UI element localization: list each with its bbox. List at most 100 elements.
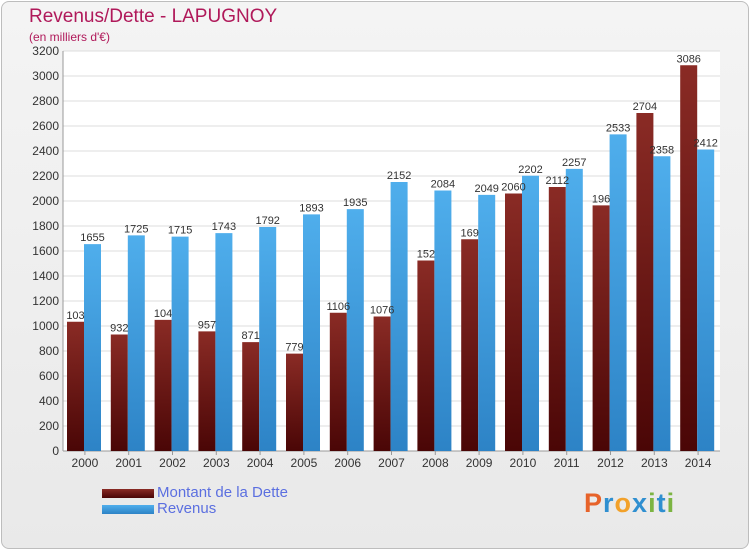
logo-letter: i [666, 488, 676, 518]
logo-letter: P [584, 488, 604, 518]
bar-revenus [609, 134, 627, 451]
bar-revenus [653, 156, 671, 451]
bar-dette [417, 260, 435, 451]
x-tick-label: 2009 [466, 456, 493, 470]
value-label: 2412 [693, 138, 717, 150]
x-tick-label: 2003 [203, 456, 230, 470]
proxiti-logo: Proxiti [584, 488, 675, 519]
logo-letter: r [603, 488, 615, 518]
y-tick-label: 200 [39, 419, 59, 433]
bar-dette [154, 319, 172, 451]
logo-letter: o [614, 488, 633, 518]
value-label: 2084 [431, 179, 455, 191]
bar-revenus [478, 194, 496, 451]
value-label: 2112 [545, 175, 569, 187]
bar-dette [636, 113, 654, 451]
value-label: 1725 [124, 223, 148, 235]
bar-dette [680, 65, 698, 451]
value-label: 1076 [370, 305, 394, 317]
value-label: 1792 [255, 215, 279, 227]
x-tick-label: 2010 [510, 456, 537, 470]
value-label: 1935 [343, 197, 367, 209]
logo-letter: i [648, 488, 657, 518]
x-tick-label: 2012 [597, 456, 624, 470]
legend-label-dette: Montant de la Dette [157, 484, 288, 501]
y-tick-label: 2400 [32, 144, 59, 158]
y-tick-label: 1400 [32, 269, 59, 283]
bar-revenus [303, 214, 320, 451]
value-label: 196 [592, 193, 610, 205]
value-label: 957 [198, 319, 216, 331]
y-tick-label: 1800 [32, 219, 59, 233]
bar-dette [198, 331, 216, 451]
bar-dette [505, 193, 522, 451]
x-axis-ticks: 2000 2001 2002 2003 2004 2005 2006 2007 2008 2009… [72, 451, 712, 470]
bar-dette [67, 321, 84, 451]
x-tick-label: 2008 [422, 456, 449, 470]
value-label: 1743 [212, 221, 236, 233]
value-label: 2704 [633, 101, 657, 113]
bar-revenus [390, 182, 408, 451]
value-label: 1893 [299, 202, 323, 214]
y-tick-label: 2000 [32, 194, 59, 208]
value-label: 1715 [168, 225, 192, 237]
value-label: 871 [242, 330, 260, 342]
bar-revenus [434, 190, 452, 451]
x-tick-label: 2005 [291, 456, 318, 470]
value-label: 779 [285, 342, 303, 354]
value-label: 104 [154, 308, 172, 320]
y-tick-label: 1200 [32, 294, 59, 308]
x-tick-label: 2007 [378, 456, 405, 470]
logo-letter: x [632, 488, 649, 518]
bar-revenus [346, 209, 364, 451]
x-tick-label: 2004 [247, 456, 274, 470]
bar-dette [548, 187, 566, 451]
bars [67, 65, 715, 451]
y-axis-ticks: 0 200 400 600 800 1000 1200 1400 1600 1800 2000 220… [32, 44, 59, 458]
y-tick-label: 1600 [32, 244, 59, 258]
value-label: 2533 [606, 122, 630, 134]
y-tick-label: 2800 [32, 94, 59, 108]
y-tick-label: 2600 [32, 119, 59, 133]
bar-revenus [697, 149, 715, 451]
x-tick-label: 2000 [72, 456, 99, 470]
bar-dette [461, 239, 479, 451]
y-tick-label: 3200 [32, 44, 59, 58]
y-tick-label: 3000 [32, 69, 59, 83]
x-tick-label: 2014 [685, 456, 712, 470]
value-label: 2152 [387, 170, 411, 182]
value-labels: 103 1655 932 1725 104 1715 957 1743 871 1792 779 18… [66, 53, 718, 353]
value-label: 2257 [562, 157, 586, 169]
bar-revenus [171, 236, 189, 451]
value-label: 2060 [501, 182, 525, 194]
value-label: 1106 [326, 301, 350, 313]
bar-dette [242, 342, 260, 451]
x-tick-label: 2001 [115, 456, 142, 470]
bar-revenus [565, 168, 583, 451]
legend-swatch-dette [102, 489, 154, 498]
y-tick-label: 600 [39, 369, 59, 383]
value-label: 152 [417, 249, 435, 261]
y-tick-label: 1000 [32, 319, 59, 333]
value-label: 2358 [650, 144, 674, 156]
y-tick-label: 0 [52, 444, 59, 458]
bar-dette [286, 353, 303, 451]
value-label: 932 [110, 323, 128, 335]
value-label: 2202 [518, 164, 542, 176]
bar-revenus [127, 235, 145, 451]
value-label: 3086 [676, 53, 700, 65]
bar-dette [373, 316, 391, 451]
value-label: 1655 [80, 232, 104, 244]
bar-dette [110, 334, 128, 451]
bar-dette [592, 205, 610, 451]
bar-revenus [522, 175, 539, 451]
y-tick-label: 2200 [32, 169, 59, 183]
chart-subtitle: (en milliers d'€) [29, 30, 110, 44]
legend-swatch-revenus [102, 505, 154, 514]
value-label: 2049 [474, 183, 498, 195]
y-tick-label: 400 [39, 394, 59, 408]
bar-dette [329, 312, 347, 451]
bar-revenus [215, 233, 233, 451]
x-tick-label: 2011 [554, 456, 580, 470]
